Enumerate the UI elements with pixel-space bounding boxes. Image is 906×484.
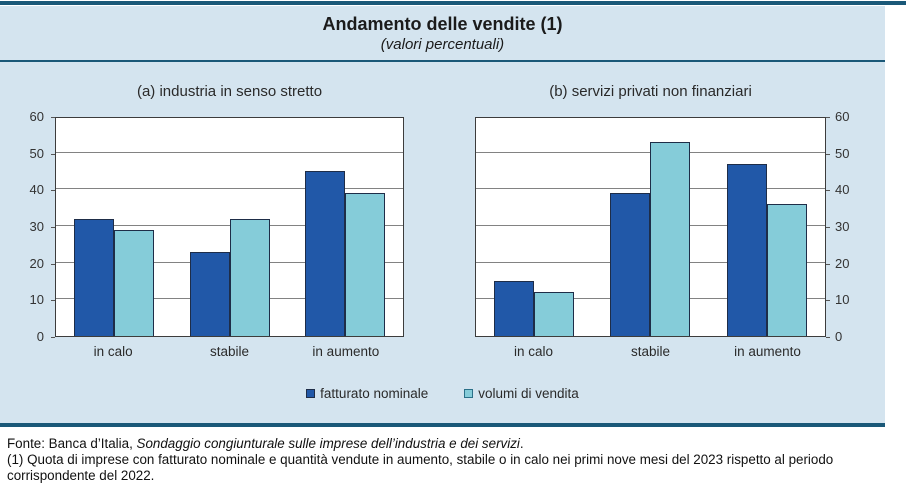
- bar: [229, 218, 270, 336]
- figure-title: Andamento delle vendite (1): [322, 14, 563, 34]
- bar-group-in-aumento: [709, 163, 825, 336]
- panel-title-b: (b) servizi privati non finanziari: [549, 83, 752, 100]
- y-axis-tick: [51, 337, 55, 338]
- category-label: in aumento: [734, 344, 801, 359]
- y-axis-label: 40: [835, 182, 850, 198]
- bar-group-in-calo: [476, 281, 592, 336]
- bar-group-stabile: [592, 141, 708, 336]
- y-axis-label: 50: [835, 145, 850, 161]
- y-axis-label: 30: [835, 219, 850, 234]
- y-axis-tick: [51, 154, 55, 155]
- source-prefix: Fonte: Banca d’Italia,: [7, 436, 137, 451]
- panel-title-a: (a) industria in senso stretto: [136, 83, 323, 100]
- y-axis-tick: [51, 300, 55, 301]
- y-axis-label: 30: [29, 219, 44, 234]
- chart-legend: fatturato nominale volumi di vendita: [0, 386, 885, 401]
- bottom-rule: [0, 423, 885, 427]
- legend-marker-fatturato-icon: [306, 389, 316, 398]
- legend-label-volumi: volumi di vendita: [478, 386, 579, 401]
- category-label: in aumento: [312, 344, 380, 359]
- gridline: [56, 188, 403, 190]
- y-axis-tick: [51, 190, 55, 191]
- category-label: in calo: [513, 344, 554, 359]
- figure-footer: Fonte: Banca d’Italia, Sondaggio congiun…: [7, 436, 887, 484]
- bar-groups: [476, 118, 825, 336]
- bar-groups: [56, 118, 403, 336]
- y-axis-tick: [826, 264, 830, 265]
- y-axis-tick: [826, 337, 830, 338]
- title-separator-rule: [0, 60, 885, 62]
- source-publication: Sondaggio congiunturale sulle imprese de…: [136, 436, 520, 451]
- plot-area-a: [55, 117, 404, 337]
- y-axis-label: 10: [835, 292, 850, 308]
- legend-item-volumi: volumi di vendita: [464, 386, 579, 401]
- y-axis-label: 20: [29, 255, 44, 271]
- gridline: [56, 151, 403, 153]
- bar: [766, 204, 807, 336]
- footnote: (1) Quota di imprese con fatturato nomin…: [7, 452, 834, 483]
- plot-area-b: [475, 117, 826, 337]
- y-axis-label: 10: [29, 292, 44, 308]
- source-line: Fonte: Banca d’Italia, Sondaggio congiun…: [7, 436, 887, 452]
- bar: [73, 218, 114, 336]
- category-label: stabile: [630, 344, 671, 359]
- legend-item-fatturato: fatturato nominale: [306, 386, 428, 401]
- y-axis-tick: [51, 117, 55, 118]
- y-axis-label: 20: [835, 255, 850, 271]
- y-axis-tick: [826, 227, 830, 228]
- y-axis-tick: [826, 154, 830, 155]
- bar: [650, 141, 691, 336]
- bar-group-in-calo: [56, 218, 172, 336]
- y-axis-tick: [826, 117, 830, 118]
- y-axis-tick: [826, 190, 830, 191]
- bar: [726, 163, 767, 336]
- bar: [494, 281, 535, 336]
- source-suffix: .: [519, 436, 524, 451]
- y-axis-label: 40: [29, 182, 44, 198]
- legend-marker-volumi-icon: [464, 389, 474, 398]
- bar: [189, 251, 230, 336]
- y-axis-label: 60: [29, 109, 44, 124]
- figure-subtitle: (valori percentuali): [380, 36, 505, 53]
- y-axis-label: 60: [835, 109, 850, 124]
- category-label: in calo: [93, 344, 133, 359]
- y-axis-label: 0: [835, 329, 843, 344]
- figure-panel: Andamento delle vendite (1) (valori perc…: [0, 6, 885, 427]
- top-rule: [0, 1, 906, 5]
- y-axis-tick: [51, 227, 55, 228]
- y-axis-tick: [826, 300, 830, 301]
- bar: [345, 193, 386, 336]
- bar-group-in-aumento: [287, 171, 403, 336]
- bar: [113, 229, 154, 336]
- y-axis-label: 0: [36, 329, 44, 344]
- y-axis-tick: [51, 264, 55, 265]
- bar-group-stabile: [172, 218, 288, 336]
- legend-label-fatturato: fatturato nominale: [320, 386, 429, 401]
- bar: [305, 171, 346, 336]
- category-label: stabile: [209, 344, 249, 359]
- bar: [610, 193, 651, 336]
- y-axis-label: 50: [29, 145, 44, 161]
- bar: [534, 292, 575, 336]
